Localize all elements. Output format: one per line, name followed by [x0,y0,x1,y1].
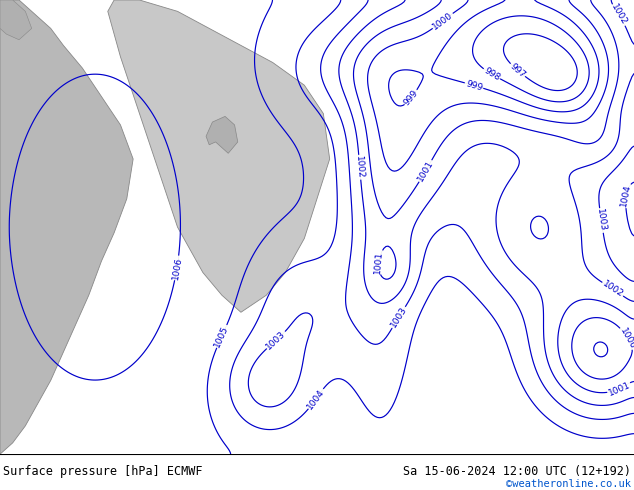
Text: 1002: 1002 [609,2,629,27]
Text: Surface pressure [hPa] ECMWF: Surface pressure [hPa] ECMWF [3,465,203,478]
Polygon shape [0,0,32,40]
Text: 999: 999 [403,88,420,107]
Text: 997: 997 [508,61,527,79]
Text: 1003: 1003 [595,208,607,232]
Text: 998: 998 [482,66,501,82]
Text: 1003: 1003 [389,305,408,330]
Text: Sa 15-06-2024 12:00 UTC (12+192): Sa 15-06-2024 12:00 UTC (12+192) [403,465,631,478]
Polygon shape [0,0,133,454]
Text: 1006: 1006 [171,256,183,280]
Text: 1000: 1000 [618,326,634,350]
Text: 1000: 1000 [431,10,455,31]
Polygon shape [108,0,330,312]
Text: 1002: 1002 [354,155,365,179]
Text: 1001: 1001 [373,250,384,274]
Text: ©weatheronline.co.uk: ©weatheronline.co.uk [506,479,631,490]
Text: 1004: 1004 [306,387,327,411]
Text: 999: 999 [465,79,484,92]
Text: 1001: 1001 [416,159,435,183]
Text: 1003: 1003 [264,329,288,351]
Polygon shape [206,117,238,153]
Text: 1005: 1005 [213,324,230,349]
Text: 1002: 1002 [601,279,625,299]
Text: 1004: 1004 [619,184,633,208]
Text: 1001: 1001 [607,380,631,397]
